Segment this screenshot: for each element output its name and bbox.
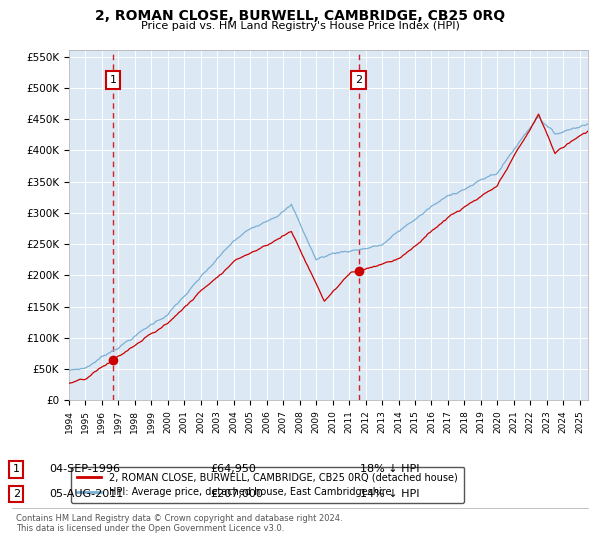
Text: Contains HM Land Registry data © Crown copyright and database right 2024.
This d: Contains HM Land Registry data © Crown c…: [16, 514, 343, 534]
Text: 14% ↓ HPI: 14% ↓ HPI: [360, 489, 419, 499]
Text: 05-AUG-2011: 05-AUG-2011: [49, 489, 124, 499]
Text: 1: 1: [109, 75, 116, 85]
Text: 04-SEP-1996: 04-SEP-1996: [49, 464, 120, 474]
Text: £64,950: £64,950: [210, 464, 256, 474]
Text: 2: 2: [355, 75, 362, 85]
Text: £207,000: £207,000: [210, 489, 263, 499]
Text: 1: 1: [13, 464, 20, 474]
Text: 2: 2: [13, 489, 20, 499]
Legend: 2, ROMAN CLOSE, BURWELL, CAMBRIDGE, CB25 0RQ (detached house), HPI: Average pric: 2, ROMAN CLOSE, BURWELL, CAMBRIDGE, CB25…: [71, 466, 464, 503]
Text: 2, ROMAN CLOSE, BURWELL, CAMBRIDGE, CB25 0RQ: 2, ROMAN CLOSE, BURWELL, CAMBRIDGE, CB25…: [95, 9, 505, 23]
Text: Price paid vs. HM Land Registry's House Price Index (HPI): Price paid vs. HM Land Registry's House …: [140, 21, 460, 31]
Text: 18% ↓ HPI: 18% ↓ HPI: [360, 464, 419, 474]
